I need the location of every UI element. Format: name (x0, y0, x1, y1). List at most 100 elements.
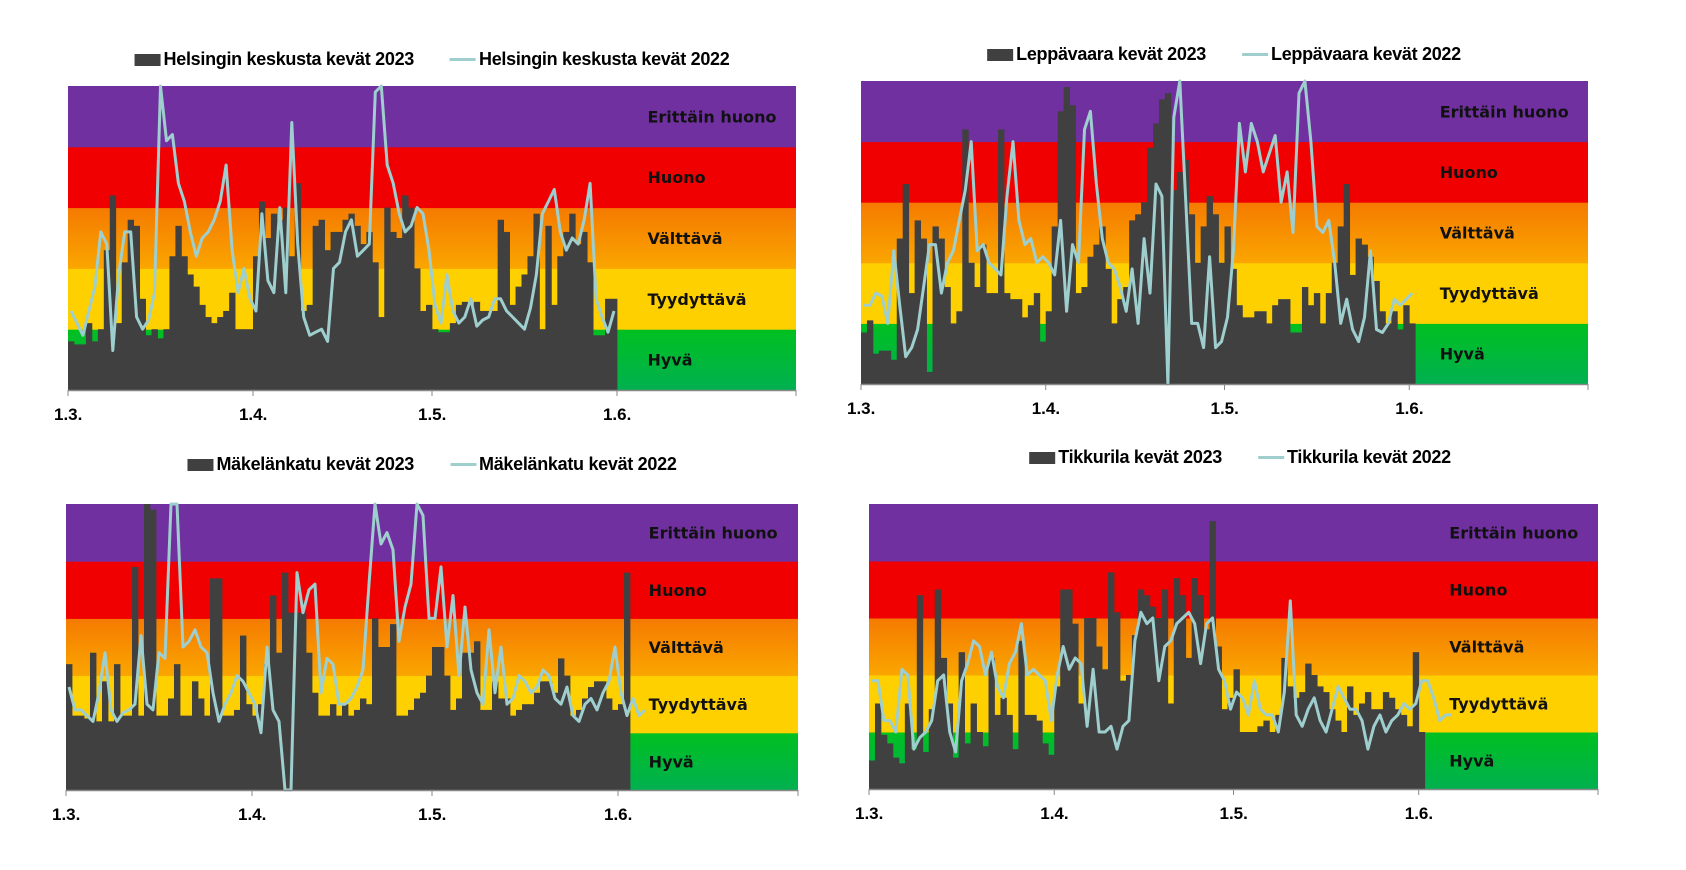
bar (1325, 293, 1333, 384)
bar (1161, 589, 1169, 789)
bar (426, 675, 433, 790)
bar (1060, 589, 1067, 789)
bar (222, 715, 229, 790)
bar (461, 301, 469, 390)
bar (1093, 244, 1100, 384)
bar (540, 681, 547, 790)
bar (515, 286, 522, 390)
legend-item-2023: Mäkelänkatu kevät 2023 (187, 454, 414, 475)
bar (491, 310, 499, 390)
bar (1311, 675, 1318, 789)
bar (1329, 709, 1336, 789)
bar (372, 618, 379, 790)
bar (1284, 299, 1291, 384)
bar (1024, 714, 1031, 789)
bar (145, 335, 152, 390)
bar (306, 304, 314, 390)
bar (462, 652, 469, 790)
x-tick-label: 1.4. (239, 405, 267, 424)
bar (916, 595, 924, 789)
bar (1218, 262, 1225, 384)
bar (528, 704, 535, 790)
bar (557, 256, 564, 390)
bar (432, 647, 439, 790)
bar (139, 298, 146, 390)
bar (252, 256, 260, 390)
bar (1021, 317, 1029, 384)
bar (1293, 697, 1300, 789)
bar (199, 304, 206, 390)
bar (456, 698, 463, 790)
bar (1141, 202, 1148, 384)
bar (127, 219, 135, 390)
bar (1185, 657, 1193, 789)
bar (1078, 703, 1085, 789)
bar (1281, 657, 1288, 789)
bar (1307, 305, 1315, 384)
bar (1090, 618, 1097, 789)
bar (396, 238, 403, 390)
bar (910, 749, 918, 789)
bar (569, 213, 576, 390)
bar (492, 681, 499, 790)
x-tick-label: 1.3. (855, 804, 883, 823)
bar (545, 225, 552, 390)
bar (1296, 332, 1303, 384)
bar (384, 647, 391, 790)
legend-line-swatch (450, 463, 476, 466)
bar (480, 709, 487, 790)
bar (926, 371, 933, 384)
bar (229, 292, 236, 390)
bar (976, 732, 983, 789)
bar (1125, 675, 1133, 789)
bar (1039, 341, 1047, 384)
bar (1236, 305, 1243, 384)
band-label: Tyydyttävä (1449, 695, 1548, 714)
bar (962, 129, 969, 384)
bar (866, 320, 874, 384)
bar (294, 612, 301, 790)
bar (1260, 311, 1267, 384)
bar (1113, 612, 1121, 789)
bar (1072, 623, 1079, 789)
band-label: Tyydyttävä (647, 290, 746, 309)
bar (150, 509, 157, 790)
x-tick-label: 1.5. (1220, 804, 1248, 823)
bar (1418, 732, 1426, 789)
bar (79, 344, 87, 390)
bar (78, 715, 85, 790)
bar (986, 293, 993, 384)
bar (408, 207, 415, 390)
bar (1269, 732, 1276, 789)
bar (570, 715, 577, 790)
band-label: Huono (647, 168, 705, 187)
band-huono (68, 146, 796, 209)
bar (498, 698, 505, 790)
bar (486, 709, 493, 790)
legend-item-2023: Helsingin keskusta kevät 2023 (134, 49, 415, 70)
bar (581, 231, 588, 390)
bar (886, 743, 894, 789)
bar (516, 709, 523, 790)
bar (1027, 305, 1035, 384)
bar (1131, 635, 1139, 789)
bar (264, 238, 272, 390)
bar (932, 226, 939, 384)
band-välttävä (68, 207, 796, 269)
bar (1263, 720, 1270, 789)
bar (908, 293, 916, 384)
bar (198, 698, 205, 790)
bar (504, 698, 511, 790)
bar-series (869, 521, 1426, 789)
bar (588, 687, 595, 790)
legend-label: Helsingin keskusta kevät 2023 (163, 49, 415, 69)
bar (1099, 226, 1106, 384)
bar (402, 715, 409, 790)
bar (1287, 686, 1294, 789)
bar (342, 704, 349, 790)
line-series (69, 84, 616, 352)
bar (156, 715, 163, 790)
bar (312, 225, 320, 390)
bar (455, 304, 463, 390)
